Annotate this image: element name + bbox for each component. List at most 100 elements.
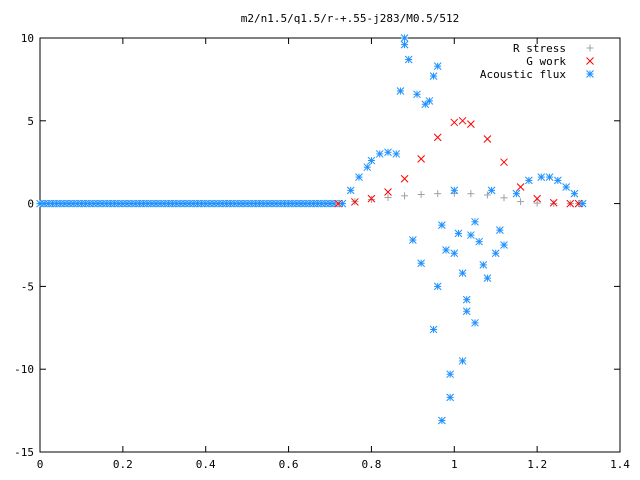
acoustic-flux-point	[363, 163, 372, 172]
x-tick-label: 0.6	[279, 458, 299, 471]
acoustic-flux-point	[367, 156, 376, 165]
r-stress-point	[467, 190, 475, 198]
r-stress-point	[434, 190, 442, 198]
plot-frame	[39, 37, 621, 453]
x-tick-label: 0.4	[196, 458, 216, 471]
acoustic-flux-point	[578, 199, 587, 208]
series-layer	[36, 34, 587, 425]
acoustic-flux-point	[500, 241, 508, 249]
acoustic-flux-point	[458, 269, 467, 278]
legend-marker	[586, 70, 594, 78]
r-stress-point	[533, 199, 541, 207]
acoustic-flux-point	[433, 282, 442, 291]
g-work-point	[533, 194, 541, 203]
g-work-point	[450, 118, 459, 127]
x-tick-label: 1.4	[610, 458, 630, 471]
x-tick-label: 0.8	[361, 458, 381, 471]
acoustic-flux-point	[467, 231, 475, 239]
legend-label: R stress	[513, 42, 566, 55]
acoustic-flux-point	[471, 217, 479, 226]
acoustic-flux-point	[355, 173, 363, 181]
g-work-point	[500, 158, 508, 167]
g-work-point	[433, 133, 442, 142]
acoustic-flux-point	[384, 148, 392, 157]
y-tick-label: 5	[27, 115, 34, 128]
acoustic-flux-point	[409, 236, 417, 244]
x-tick-label: 1.2	[527, 458, 547, 471]
g-work-point	[483, 135, 492, 143]
acoustic-flux-point	[562, 183, 570, 191]
acoustic-flux-point	[491, 249, 500, 258]
acoustic-flux-point	[375, 150, 384, 158]
r-stress-point	[384, 193, 392, 201]
chart-title: m2/n1.5/q1.5/r-+.55-j283/M0.5/512	[241, 12, 460, 25]
legend-marker	[586, 44, 594, 52]
r-stress-point	[517, 198, 525, 206]
y-tick-label: -10	[14, 363, 34, 376]
g-work-point	[400, 174, 409, 183]
g-work-point	[566, 199, 575, 208]
r-stress-point	[367, 195, 375, 203]
acoustic-flux-point	[545, 173, 554, 181]
acoustic-flux-point	[429, 72, 438, 80]
g-work-point	[384, 188, 392, 196]
acoustic-flux-point	[429, 325, 438, 334]
acoustic-flux-baseline-points	[36, 199, 338, 208]
x-axis: 0 0.2 0.4 0.6 0.8 1 1.2 1.4	[37, 38, 630, 471]
acoustic-flux-point	[446, 393, 454, 402]
acoustic-flux-point	[404, 55, 413, 64]
acoustic-flux-point	[554, 176, 562, 185]
legend-label: Acoustic flux	[480, 68, 566, 81]
acoustic-flux-point	[483, 274, 492, 282]
acoustic-flux-point	[475, 237, 483, 246]
acoustic-flux-point	[413, 90, 421, 99]
y-tick-label: 0	[27, 198, 34, 211]
r-stress-point	[483, 191, 491, 199]
g-work-point	[467, 120, 475, 128]
y-tick-label: -15	[14, 446, 34, 459]
acoustic-flux-point	[462, 295, 471, 304]
series-g-work	[334, 116, 583, 208]
acoustic-flux-point	[446, 370, 454, 379]
acoustic-flux-point	[471, 318, 479, 327]
acoustic-flux-point	[462, 307, 471, 316]
acoustic-flux-point	[458, 357, 467, 365]
y-tick-label: 10	[21, 32, 34, 45]
y-tick-label: -5	[21, 280, 34, 293]
g-work-point	[549, 198, 558, 207]
series-acoustic-flux	[338, 34, 587, 425]
x-tick-label: 1	[451, 458, 458, 471]
g-work-point	[367, 194, 376, 203]
acoustic-flux-point	[438, 416, 446, 425]
acoustic-flux-point	[396, 87, 405, 95]
g-work-point	[351, 198, 359, 206]
acoustic-flux-point	[400, 40, 409, 49]
legend-marker	[586, 57, 594, 65]
r-stress-point	[500, 194, 508, 202]
acoustic-flux-point	[450, 249, 459, 258]
acoustic-flux-point	[346, 186, 355, 195]
acoustic-flux-point	[525, 176, 533, 185]
acoustic-flux-point	[400, 34, 409, 42]
acoustic-flux-point	[487, 186, 496, 195]
g-work-point	[458, 116, 467, 125]
acoustic-flux-point	[338, 199, 347, 208]
x-tick-label: 0.2	[113, 458, 133, 471]
acoustic-flux-point	[392, 150, 401, 158]
r-stress-point	[401, 192, 409, 200]
acoustic-flux-point	[433, 62, 442, 71]
acoustic-flux-point	[442, 246, 450, 254]
acoustic-flux-point	[450, 186, 459, 195]
legend-label: G work	[526, 55, 566, 68]
g-work-point	[417, 155, 425, 163]
acoustic-flux-point	[570, 189, 579, 198]
acoustic-flux-point	[496, 226, 504, 234]
acoustic-flux-point	[421, 100, 430, 109]
g-work-point	[516, 183, 525, 191]
acoustic-flux-point	[479, 261, 488, 269]
acoustic-flux-point	[425, 97, 434, 105]
acoustic-flux-point	[438, 221, 446, 229]
